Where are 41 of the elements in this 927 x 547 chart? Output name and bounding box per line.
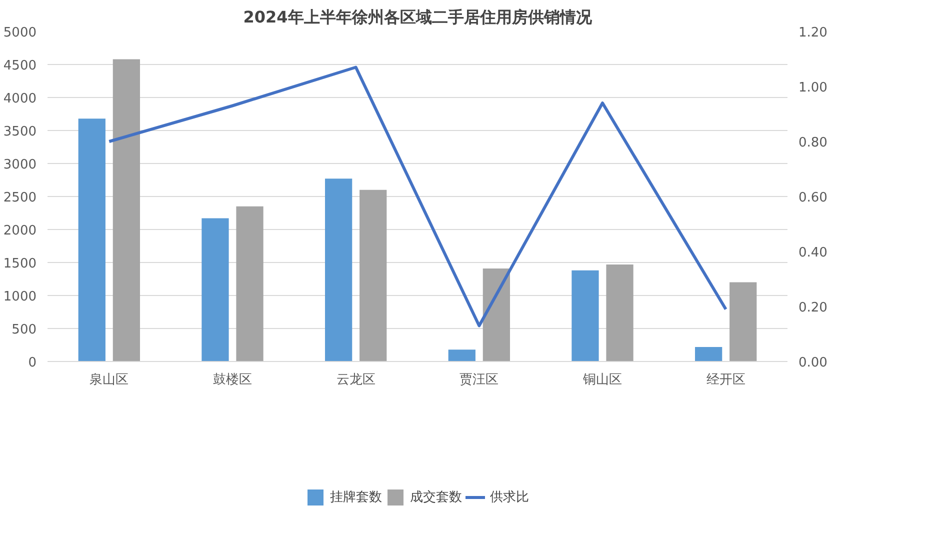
- bar: [448, 350, 476, 362]
- bar: [730, 282, 757, 362]
- chart-title: 2024年上半年徐州各区域二手居住用房供销情况: [243, 8, 593, 26]
- legend-label: 成交套数: [410, 489, 462, 506]
- line-series: [108, 66, 728, 328]
- y-tick-label: 4000: [3, 92, 37, 106]
- y2-tick-label: 0.20: [798, 300, 828, 316]
- bar: [572, 270, 599, 362]
- x-tick-label: 贾汪区: [460, 372, 499, 388]
- y-tick-label: 500: [12, 322, 37, 338]
- y-tick-label: 4500: [3, 58, 37, 74]
- y-tick-label: 1500: [3, 256, 37, 272]
- bar: [78, 118, 106, 362]
- x-tick-label: 泉山区: [90, 372, 129, 388]
- bar: [325, 178, 352, 362]
- bar: [202, 218, 229, 362]
- y-tick-label: 0: [28, 356, 37, 370]
- y-tick-label: 5000: [3, 26, 37, 40]
- bar: [606, 264, 634, 362]
- x-tick-label: 铜山区: [582, 372, 622, 388]
- y2-tick-label: 1.20: [798, 26, 828, 40]
- y2-tick-label: 0.60: [798, 190, 828, 206]
- bar: [112, 59, 140, 362]
- y-tick-label: 3500: [3, 124, 37, 140]
- y-tick-label: 1000: [3, 290, 37, 304]
- bar: [482, 268, 510, 362]
- x-tick-label: 鼓楼区: [213, 372, 252, 388]
- x-tick-label: 经开区: [706, 372, 746, 388]
- y-tick-label: 3000: [3, 158, 37, 172]
- bar: [236, 206, 264, 362]
- y2-tick-label: 1.00: [798, 80, 828, 96]
- bar: [360, 190, 387, 362]
- x-tick-label: 云龙区: [336, 372, 376, 388]
- y2-tick-label: 0.80: [798, 136, 828, 150]
- y2-tick-label: 0.00: [798, 356, 828, 370]
- y2-tick-label: 0.40: [798, 246, 828, 260]
- bar: [695, 346, 722, 362]
- legend-label: 挂牌套数: [330, 489, 382, 506]
- y-tick-label: 2000: [3, 224, 37, 238]
- y-tick-label: 2500: [3, 190, 37, 206]
- legend-label: 供求比: [490, 489, 529, 506]
